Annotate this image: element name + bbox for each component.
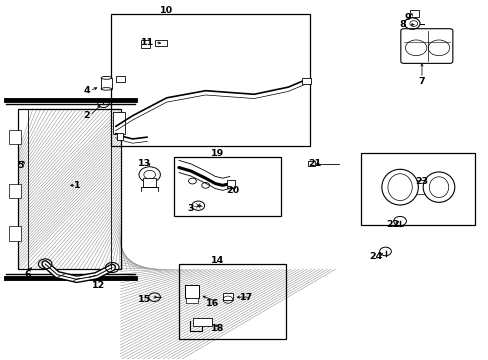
Text: 4: 4 <box>83 86 90 95</box>
Text: 12: 12 <box>92 281 105 290</box>
Text: 7: 7 <box>418 77 425 86</box>
Text: 3: 3 <box>187 204 194 213</box>
Text: 16: 16 <box>206 299 219 308</box>
Bar <box>113 112 125 134</box>
Bar <box>361 153 474 225</box>
Bar <box>101 78 112 89</box>
Ellipse shape <box>381 169 417 205</box>
Ellipse shape <box>101 76 112 79</box>
Bar <box>226 180 235 188</box>
Text: 21: 21 <box>308 159 321 168</box>
Text: 17: 17 <box>240 293 253 302</box>
Bar <box>186 297 198 303</box>
Bar <box>116 133 123 140</box>
Bar <box>154 40 166 46</box>
Bar <box>174 157 281 216</box>
Text: 1: 1 <box>73 181 80 190</box>
Text: 24: 24 <box>368 252 382 261</box>
Bar <box>307 161 315 166</box>
Text: 18: 18 <box>211 324 224 333</box>
Text: 15: 15 <box>138 295 151 304</box>
Bar <box>111 14 309 146</box>
Bar <box>141 40 149 48</box>
Bar <box>143 178 156 187</box>
Bar <box>116 76 124 82</box>
Ellipse shape <box>387 174 411 201</box>
Ellipse shape <box>422 172 454 202</box>
Bar <box>9 226 21 241</box>
Text: 10: 10 <box>160 6 173 15</box>
Bar <box>19 109 120 269</box>
Text: 8: 8 <box>398 20 405 29</box>
Text: 9: 9 <box>403 13 410 22</box>
Bar <box>193 318 211 327</box>
Bar <box>9 130 21 144</box>
Text: 23: 23 <box>415 177 427 186</box>
Ellipse shape <box>101 87 112 90</box>
Ellipse shape <box>428 177 448 198</box>
Text: 20: 20 <box>225 186 239 195</box>
Bar <box>179 264 285 339</box>
Text: 14: 14 <box>211 256 224 265</box>
Bar <box>301 78 310 84</box>
Bar <box>9 184 21 198</box>
Bar <box>409 10 418 17</box>
Text: 5: 5 <box>18 161 24 170</box>
Text: 13: 13 <box>138 159 151 168</box>
Text: 6: 6 <box>25 270 31 279</box>
Bar <box>185 285 199 298</box>
Text: 19: 19 <box>211 149 224 158</box>
Bar <box>222 293 233 300</box>
FancyBboxPatch shape <box>400 29 452 63</box>
Text: 2: 2 <box>83 111 90 120</box>
Text: 11: 11 <box>141 38 154 47</box>
Text: 22: 22 <box>386 220 399 229</box>
